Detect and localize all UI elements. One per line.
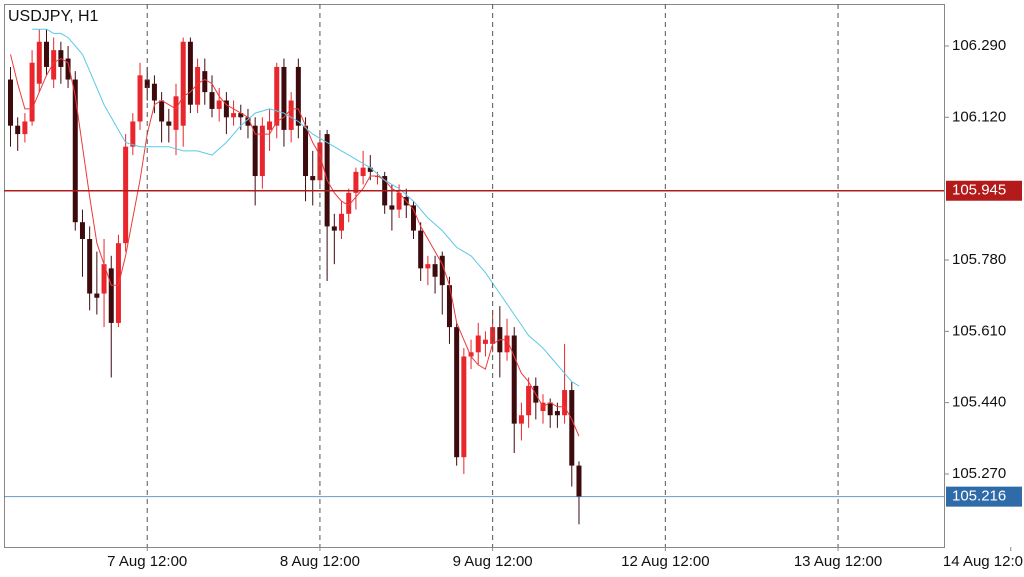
candle-body: [72, 79, 78, 223]
candle-body: [511, 335, 517, 424]
candle-body: [231, 113, 237, 118]
candle-body: [252, 125, 258, 177]
candle-body: [259, 125, 265, 177]
y-tick-label: 106.120: [952, 108, 1006, 125]
candle-body: [238, 113, 244, 118]
candle-body: [396, 192, 402, 210]
plot: [8, 28, 582, 525]
candle-body: [29, 62, 35, 122]
candle-body: [331, 226, 337, 231]
x-tick-label: 8 Aug 12:00: [280, 553, 360, 570]
candle-body: [144, 79, 150, 88]
candle-body: [281, 66, 287, 130]
candle-body: [518, 415, 524, 424]
candle-body: [425, 264, 431, 269]
candle-body: [295, 66, 301, 126]
candle-body: [51, 50, 57, 80]
candle-body: [130, 121, 136, 147]
candle-body: [166, 121, 172, 126]
y-tick-label: 106.290: [952, 37, 1006, 54]
candle-body: [94, 293, 100, 298]
candle-body: [180, 41, 186, 126]
candle-body: [195, 66, 201, 105]
candle-body: [274, 66, 280, 126]
candle-body: [576, 465, 582, 497]
candle-body: [303, 125, 309, 177]
candle-body: [468, 352, 474, 357]
candle-body: [432, 264, 438, 277]
candle-body: [547, 402, 553, 416]
y-tick-label: 105.610: [952, 322, 1006, 339]
candle-body: [202, 71, 208, 93]
candle-body: [245, 117, 251, 126]
price-label-box: [946, 180, 1022, 201]
candle-body: [526, 385, 532, 416]
candle-body: [8, 79, 13, 126]
candle-body: [22, 121, 28, 135]
candle-body: [267, 121, 273, 130]
candle-body: [554, 411, 560, 416]
candle-body: [439, 255, 445, 286]
candle-body: [137, 75, 143, 122]
x-tick-label: 9 Aug 12:00: [453, 553, 533, 570]
candle-body: [288, 100, 294, 130]
price-label: 105.216: [952, 488, 1006, 505]
candle-body: [151, 83, 157, 101]
candle-body: [504, 335, 510, 353]
candle-body: [360, 167, 366, 177]
candle-body: [173, 96, 179, 130]
candle-body: [389, 205, 395, 210]
candle-body: [346, 192, 352, 214]
ma-line: [10, 54, 580, 437]
candle-body: [482, 339, 488, 344]
candle-body: [418, 230, 424, 269]
candle-body: [15, 125, 21, 135]
ma-line: [32, 28, 580, 387]
candle-body: [223, 100, 229, 118]
candle-body: [87, 238, 93, 294]
candle-body: [79, 222, 85, 239]
chart-title: USDJPY, H1: [8, 8, 99, 25]
y-tick-label: 105.440: [952, 394, 1006, 411]
candle-body: [43, 41, 49, 67]
candle-body: [123, 146, 129, 244]
candle-body: [353, 171, 359, 193]
y-tick-label: 105.780: [952, 251, 1006, 268]
candle-body: [65, 58, 71, 80]
candle-body: [562, 390, 568, 416]
candle-body: [108, 268, 114, 323]
candle-body: [490, 327, 496, 344]
candle-body: [209, 92, 215, 109]
candle-body: [101, 264, 107, 294]
price-label: 105.945: [952, 182, 1006, 199]
candle-body: [339, 213, 345, 231]
x-tick-label: 13 Aug 12:00: [794, 553, 882, 570]
candle-body: [310, 176, 316, 181]
candle-body: [446, 285, 452, 328]
x-tick-label: 14 Aug 12:0: [943, 553, 1023, 570]
candle-body: [454, 327, 460, 458]
candle-body: [159, 100, 165, 122]
candle-body: [36, 41, 42, 84]
price-label-box: [946, 486, 1022, 507]
x-tick-label: 7 Aug 12:00: [107, 553, 187, 570]
candle-body: [475, 335, 481, 353]
candle-body: [461, 356, 467, 458]
x-tick-label: 12 Aug 12:00: [621, 553, 709, 570]
candle-body: [569, 390, 575, 466]
y-tick-label: 105.270: [952, 465, 1006, 482]
candle-body: [410, 205, 416, 231]
candle-body: [367, 167, 373, 172]
candle-body: [216, 100, 222, 109]
candle-body: [187, 41, 193, 105]
